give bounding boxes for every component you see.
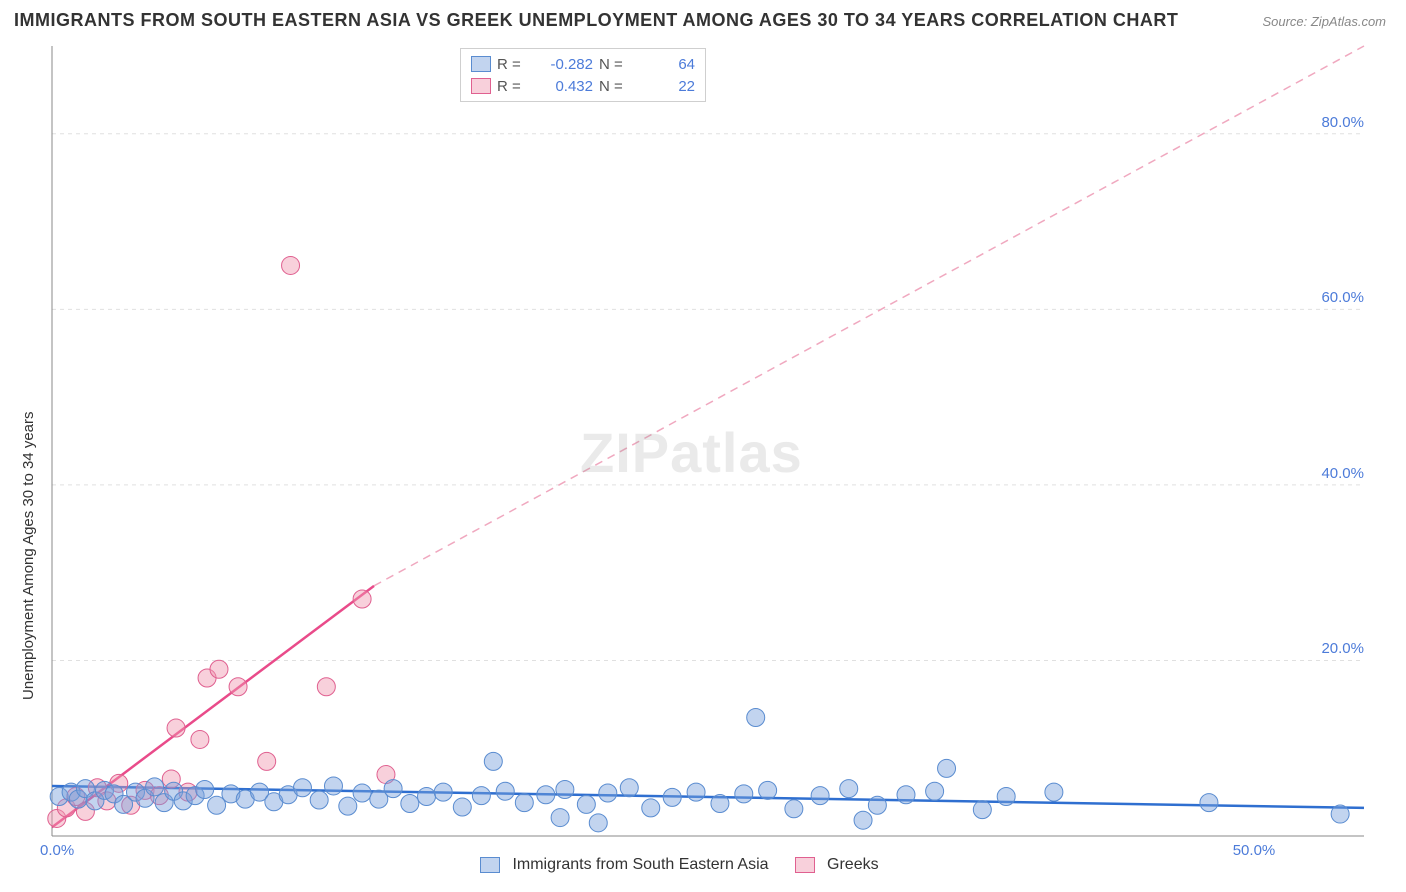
swatch-icon bbox=[480, 857, 500, 873]
swatch-icon bbox=[795, 857, 815, 873]
chart-container: IMMIGRANTS FROM SOUTH EASTERN ASIA VS GR… bbox=[0, 0, 1406, 892]
legend-label-1: Immigrants from South Eastern Asia bbox=[512, 856, 768, 873]
legend-r-label: R = bbox=[497, 56, 527, 73]
legend-r-value-2: 0.432 bbox=[533, 78, 593, 95]
series-legend: Immigrants from South Eastern Asia Greek… bbox=[480, 856, 879, 874]
x-tick-label: 0.0% bbox=[40, 842, 74, 859]
legend-r-value-1: -0.282 bbox=[533, 56, 593, 73]
legend-row-series-2: R = 0.432 N = 22 bbox=[471, 75, 695, 97]
y-tick-label: 60.0% bbox=[1304, 289, 1364, 306]
legend-label-2: Greeks bbox=[827, 856, 879, 873]
legend-item-series-1: Immigrants from South Eastern Asia bbox=[480, 856, 769, 874]
legend-r-label: R = bbox=[497, 78, 527, 95]
swatch-icon bbox=[471, 78, 491, 94]
legend-n-label: N = bbox=[599, 56, 629, 73]
legend-n-label: N = bbox=[599, 78, 629, 95]
y-tick-label: 20.0% bbox=[1304, 640, 1364, 657]
watermark-text: ZIPatlas bbox=[580, 420, 803, 485]
legend-n-value-2: 22 bbox=[635, 78, 695, 95]
legend-item-series-2: Greeks bbox=[795, 856, 879, 874]
y-tick-label: 40.0% bbox=[1304, 465, 1364, 482]
correlation-legend: R = -0.282 N = 64 R = 0.432 N = 22 bbox=[460, 48, 706, 102]
legend-row-series-1: R = -0.282 N = 64 bbox=[471, 53, 695, 75]
swatch-icon bbox=[471, 56, 491, 72]
legend-n-value-1: 64 bbox=[635, 56, 695, 73]
y-tick-label: 80.0% bbox=[1304, 114, 1364, 131]
x-tick-label: 50.0% bbox=[1233, 842, 1276, 859]
